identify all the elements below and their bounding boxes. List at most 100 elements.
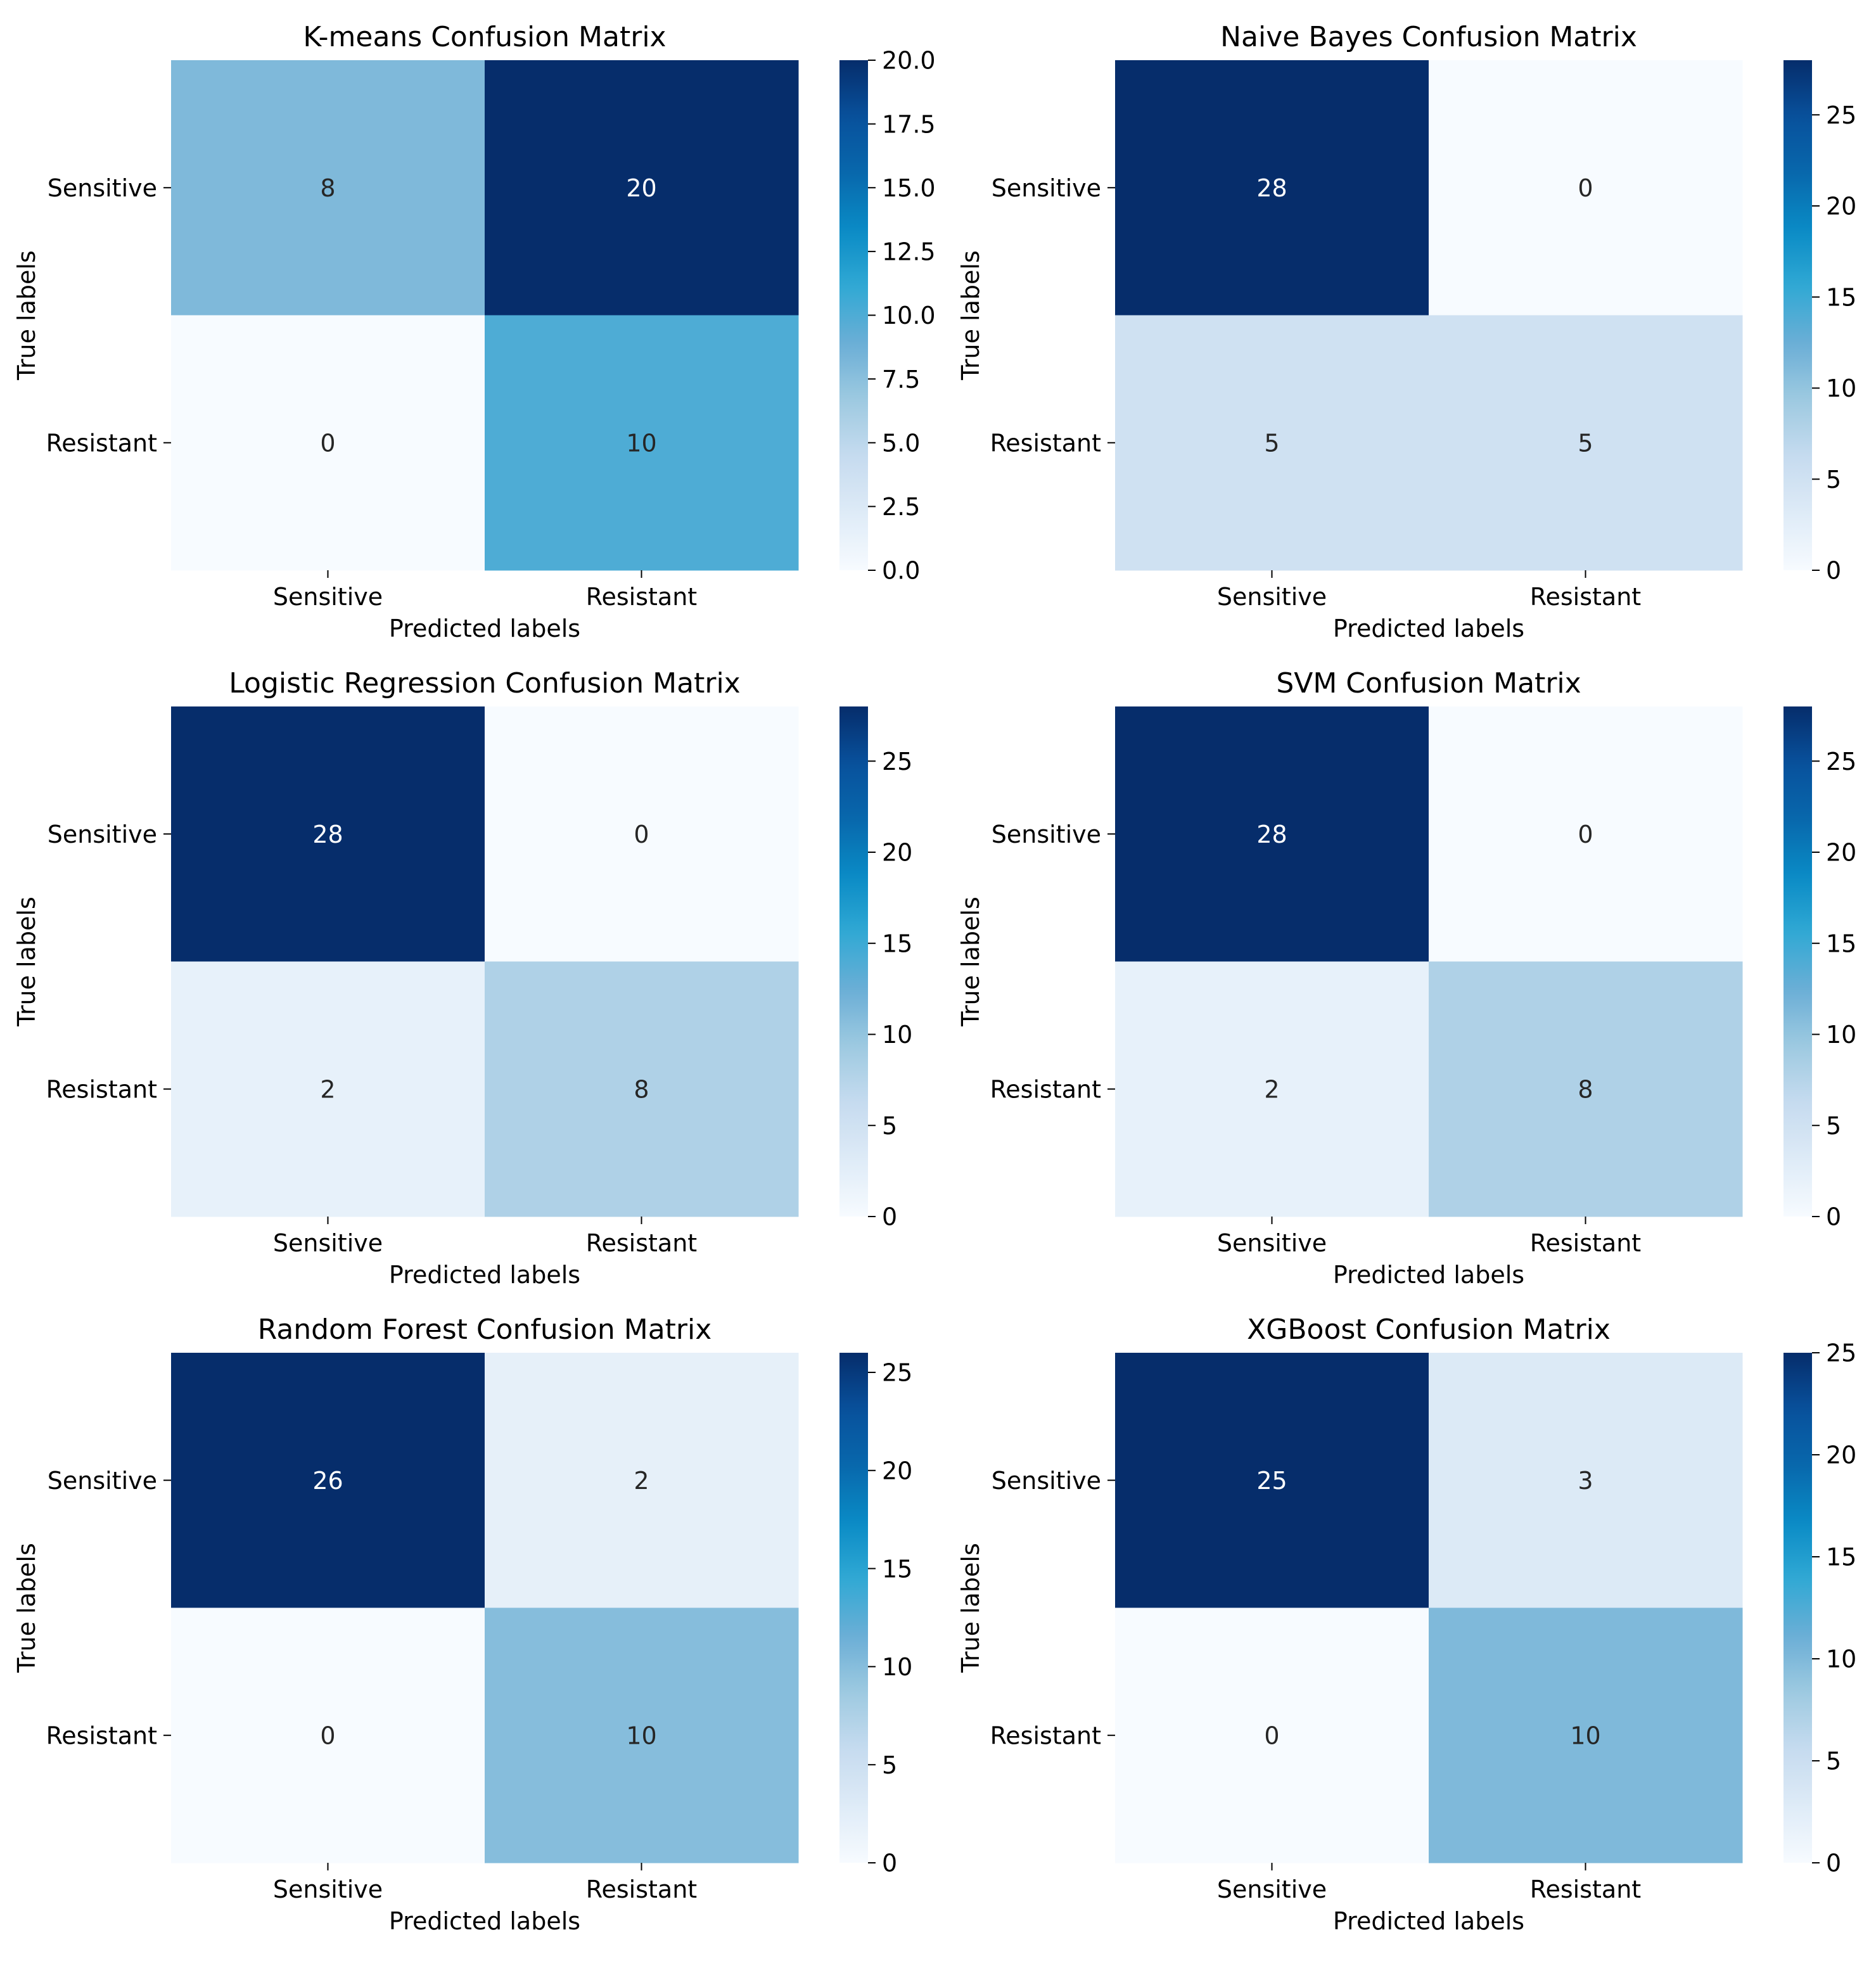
y-tick-label: Sensitive [48,821,157,848]
y-axis-label: True labels [957,1543,985,1673]
colorbar-tick-label: 10 [1826,374,1856,402]
heatmap-cell [485,1607,799,1863]
x-tick-label: Resistant [586,1229,697,1257]
cell-value-label: 28 [1256,174,1287,202]
colorbar-tick-label: 17.5 [882,110,936,138]
cell-value-label: 2 [1264,1075,1279,1103]
y-axis-label: True labels [957,250,985,381]
colorbar-tick-label: 10 [1826,1645,1856,1673]
colorbar-tick-label: 0 [1826,557,1841,585]
cell-value-label: 0 [1264,1722,1279,1749]
x-tick-label: Resistant [1530,1875,1641,1903]
cell-value-label: 8 [320,174,335,202]
colorbar-tick-label: 15.0 [882,174,936,202]
cell-value-label: 3 [1578,1467,1593,1495]
y-tick-label: Resistant [990,429,1101,457]
y-tick-label: Resistant [990,1722,1101,1749]
x-tick-label: Sensitive [273,1875,383,1903]
colorbar-tick-label: 5.0 [882,429,920,457]
colorbar-tick-label: 25 [1826,748,1856,776]
x-tick-label: Sensitive [273,1229,383,1257]
heatmap-cell [1115,1353,1429,1608]
cell-value-label: 10 [626,429,656,457]
heatmap-cell [1115,60,1429,316]
colorbar-tick-label: 5 [882,1112,897,1140]
heatmap-cell [171,1353,485,1608]
heatmap-cell [485,1353,799,1608]
heatmap-cell [485,315,799,571]
y-tick-label: Resistant [46,1722,157,1749]
cell-value-label: 5 [1264,429,1279,457]
heatmap-cell [485,60,799,316]
y-axis-label: True labels [957,897,985,1027]
y-tick-label: Resistant [990,1075,1101,1103]
cell-value-label: 8 [634,1075,649,1103]
colorbar-tick-label: 15 [1826,283,1856,311]
heatmap-cell [171,961,485,1217]
x-axis-label: Predicted labels [1333,615,1524,642]
heatmap-cell [1429,961,1743,1217]
colorbar-tick-label: 25 [882,1359,912,1387]
cell-value-label: 0 [320,1722,335,1749]
colorbar-tick-label: 5 [1826,466,1841,494]
panel-title: Logistic Regression Confusion Matrix [229,667,740,700]
colorbar-tick-label: 12.5 [882,238,936,266]
colorbar [1783,706,1812,1217]
colorbar-tick-label: 15 [1826,1543,1856,1571]
colorbar-tick-label: 10.0 [882,302,936,329]
colorbar-tick-label: 2.5 [882,493,920,521]
heatmap-cell [171,60,485,316]
heatmap-cell [1429,315,1743,571]
colorbar-tick-label: 20 [1826,1441,1856,1469]
colorbar [839,60,868,570]
heatmap-cell [171,706,485,962]
y-tick-label: Sensitive [992,1467,1101,1495]
x-tick-label: Sensitive [1217,1875,1327,1903]
colorbar-tick-label: 20 [882,839,912,867]
x-axis-label: Predicted labels [1333,1907,1524,1935]
x-tick-label: Resistant [586,583,697,611]
colorbar-tick-label: 5 [1826,1748,1841,1775]
heatmap-cell [485,961,799,1217]
cell-value-label: 2 [634,1467,649,1495]
heatmap-cell [1429,60,1743,316]
colorbar-tick-label: 0 [1826,1850,1841,1877]
heatmap-cell [1429,1353,1743,1608]
cell-value-label: 25 [1256,1467,1287,1495]
colorbar [1783,60,1812,570]
panel-title: SVM Confusion Matrix [1276,667,1581,700]
colorbar-tick-label: 20.0 [882,47,936,75]
cell-value-label: 5 [1578,429,1593,457]
panel-title: XGBoost Confusion Matrix [1247,1313,1611,1346]
colorbar-tick-label: 15 [882,930,912,957]
colorbar-tick-label: 20 [1826,839,1856,867]
cell-value-label: 0 [1578,174,1593,202]
colorbar-tick-label: 0 [882,1203,897,1231]
colorbar-tick-label: 10 [882,1653,912,1681]
cell-value-label: 0 [634,821,649,848]
colorbar-tick-label: 25 [1826,1339,1856,1367]
colorbar-tick-label: 15 [1826,930,1856,957]
heatmap-cell [1429,706,1743,962]
heatmap-cell [1115,961,1429,1217]
colorbar [839,706,868,1217]
cell-value-label: 20 [626,174,656,202]
x-axis-label: Predicted labels [389,1261,580,1289]
colorbar-tick-label: 5 [1826,1112,1841,1140]
colorbar-tick-label: 5 [882,1751,897,1779]
heatmap-cell [1115,315,1429,571]
colorbar-tick-label: 10 [882,1021,912,1049]
y-tick-label: Sensitive [992,174,1101,202]
x-tick-label: Sensitive [1217,1229,1327,1257]
cell-value-label: 10 [626,1722,656,1749]
y-axis-label: True labels [13,897,41,1027]
cell-value-label: 10 [1570,1722,1600,1749]
cell-value-label: 28 [312,821,343,848]
cell-value-label: 2 [320,1075,335,1103]
colorbar-tick-label: 25 [1826,101,1856,129]
cell-value-label: 0 [320,429,335,457]
confusion-matrix-panel-6: XGBoost Confusion Matrix 25 3 0 10 Sensitive R… [957,1313,1856,1935]
